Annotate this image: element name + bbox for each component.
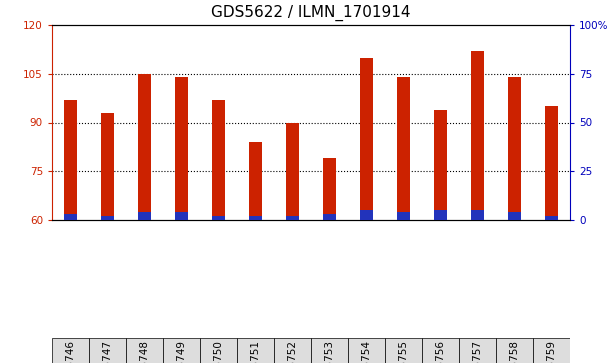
Bar [249, 216, 262, 220]
Bar [200, 338, 237, 363]
Bar [52, 338, 89, 363]
Bar [138, 212, 151, 220]
Text: GDS5622 / ILMN_1701914: GDS5622 / ILMN_1701914 [211, 5, 411, 21]
Bar [175, 77, 188, 220]
Bar [175, 212, 188, 220]
Bar [138, 74, 151, 220]
Bar [508, 77, 521, 220]
Bar [212, 100, 225, 220]
Bar [323, 158, 336, 220]
Text: GSM1515757: GSM1515757 [472, 340, 483, 363]
Bar [360, 210, 373, 220]
Bar [89, 338, 126, 363]
Bar [545, 106, 558, 220]
Bar [101, 216, 114, 220]
Bar [286, 122, 299, 220]
Bar [471, 51, 484, 220]
Text: GSM1515759: GSM1515759 [547, 340, 556, 363]
Text: GSM1515749: GSM1515749 [176, 340, 187, 363]
Bar [64, 100, 77, 220]
Bar [459, 338, 496, 363]
Text: GSM1515748: GSM1515748 [139, 340, 150, 363]
Bar [471, 210, 484, 220]
Bar [286, 216, 299, 220]
Text: GSM1515750: GSM1515750 [213, 340, 224, 363]
Bar [434, 210, 447, 220]
Bar [422, 338, 459, 363]
Bar [311, 338, 348, 363]
Bar [126, 338, 163, 363]
Bar [496, 338, 533, 363]
Bar [249, 142, 262, 220]
Bar [533, 338, 570, 363]
Bar [101, 113, 114, 220]
Bar [508, 212, 521, 220]
Bar [212, 216, 225, 220]
Bar [323, 214, 336, 220]
Text: GSM1515746: GSM1515746 [66, 340, 75, 363]
Text: GSM1515756: GSM1515756 [435, 340, 446, 363]
Text: GSM1515752: GSM1515752 [288, 340, 297, 363]
Bar [397, 77, 410, 220]
Text: GSM1515758: GSM1515758 [510, 340, 519, 363]
Bar [274, 338, 311, 363]
Bar [434, 110, 447, 220]
Text: GSM1515755: GSM1515755 [398, 340, 409, 363]
Text: GSM1515747: GSM1515747 [103, 340, 112, 363]
Bar [385, 338, 422, 363]
Bar [163, 338, 200, 363]
Bar [348, 338, 385, 363]
Bar [545, 216, 558, 220]
Text: GSM1515751: GSM1515751 [250, 340, 260, 363]
Bar [360, 57, 373, 220]
Bar [64, 214, 77, 220]
Bar [397, 212, 410, 220]
Text: GSM1515754: GSM1515754 [362, 340, 371, 363]
Bar [237, 338, 274, 363]
Text: GSM1515753: GSM1515753 [325, 340, 334, 363]
